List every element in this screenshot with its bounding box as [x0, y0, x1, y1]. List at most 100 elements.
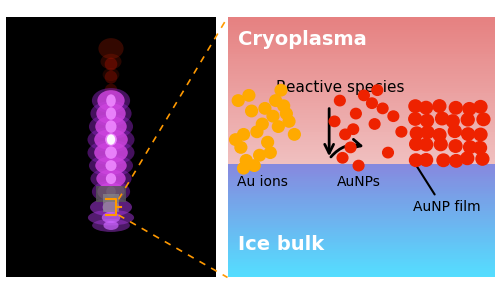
Bar	[228, 69, 495, 71]
Ellipse shape	[94, 129, 128, 150]
Ellipse shape	[98, 90, 124, 111]
Text: AuNP film: AuNP film	[413, 200, 480, 214]
Circle shape	[396, 127, 406, 137]
Circle shape	[238, 162, 250, 174]
Ellipse shape	[96, 103, 126, 124]
Bar	[228, 236, 495, 238]
Bar	[228, 228, 495, 230]
Bar	[228, 96, 495, 98]
Bar	[228, 204, 495, 206]
Circle shape	[370, 119, 380, 129]
Bar	[228, 27, 495, 29]
Ellipse shape	[88, 140, 134, 165]
Bar	[228, 32, 495, 34]
Circle shape	[474, 101, 487, 113]
Circle shape	[262, 136, 274, 148]
Bar	[228, 255, 495, 257]
Bar	[228, 230, 495, 232]
Bar	[228, 145, 495, 147]
Ellipse shape	[94, 142, 128, 163]
Bar	[228, 110, 495, 113]
Ellipse shape	[100, 54, 121, 69]
Bar	[228, 162, 495, 164]
Bar	[228, 42, 495, 44]
Bar	[228, 245, 495, 247]
Bar	[228, 223, 495, 225]
Bar	[228, 217, 495, 219]
Bar	[228, 52, 495, 54]
Circle shape	[436, 112, 448, 125]
Ellipse shape	[92, 88, 130, 113]
Ellipse shape	[98, 38, 124, 59]
Bar	[102, 194, 120, 212]
Bar	[228, 22, 495, 25]
Bar	[228, 157, 495, 160]
Bar	[228, 247, 495, 249]
Circle shape	[267, 110, 279, 122]
Circle shape	[464, 141, 476, 153]
Bar	[228, 118, 495, 120]
Bar	[228, 140, 495, 142]
Bar	[228, 270, 495, 272]
Bar	[228, 81, 495, 84]
Bar	[228, 44, 495, 47]
Circle shape	[410, 127, 423, 140]
Circle shape	[462, 128, 474, 140]
Circle shape	[449, 140, 462, 152]
Bar	[228, 125, 495, 127]
Circle shape	[420, 114, 434, 127]
Bar	[228, 210, 495, 212]
Circle shape	[461, 152, 473, 164]
Ellipse shape	[104, 221, 118, 230]
Circle shape	[243, 90, 255, 101]
Bar	[228, 227, 495, 228]
Bar	[228, 213, 495, 215]
Bar	[228, 191, 495, 192]
Bar	[228, 274, 495, 275]
Circle shape	[283, 116, 295, 127]
Bar	[228, 168, 495, 170]
Bar	[228, 268, 495, 270]
Circle shape	[256, 118, 268, 130]
Ellipse shape	[105, 133, 117, 146]
Bar	[228, 59, 495, 62]
Bar	[228, 202, 495, 204]
Bar	[228, 74, 495, 76]
Bar	[228, 105, 495, 108]
Bar	[228, 262, 495, 264]
Bar	[228, 221, 495, 223]
Circle shape	[280, 108, 292, 119]
Circle shape	[409, 100, 422, 112]
Bar	[228, 47, 495, 49]
Text: Cryoplasma: Cryoplasma	[238, 30, 367, 49]
Circle shape	[462, 113, 474, 126]
Ellipse shape	[106, 160, 117, 171]
Bar	[228, 86, 495, 88]
Ellipse shape	[92, 219, 130, 232]
Bar	[228, 91, 495, 93]
Bar	[228, 259, 495, 260]
Circle shape	[450, 155, 462, 167]
Ellipse shape	[89, 155, 133, 177]
Bar	[228, 137, 495, 140]
Bar	[228, 115, 495, 118]
Bar	[228, 187, 495, 189]
Bar	[228, 251, 495, 253]
Circle shape	[288, 129, 300, 140]
Circle shape	[248, 160, 260, 171]
Text: Reactive species: Reactive species	[276, 80, 404, 95]
Circle shape	[238, 129, 250, 140]
Bar	[96, 186, 126, 202]
Circle shape	[272, 121, 284, 132]
Bar	[228, 101, 495, 103]
Bar	[228, 113, 495, 115]
Circle shape	[251, 126, 263, 138]
Circle shape	[353, 160, 364, 171]
Circle shape	[254, 149, 266, 161]
Circle shape	[437, 154, 450, 166]
Bar	[228, 17, 495, 20]
Bar	[228, 71, 495, 74]
Ellipse shape	[95, 156, 127, 175]
Bar	[228, 76, 495, 79]
Circle shape	[433, 129, 446, 141]
